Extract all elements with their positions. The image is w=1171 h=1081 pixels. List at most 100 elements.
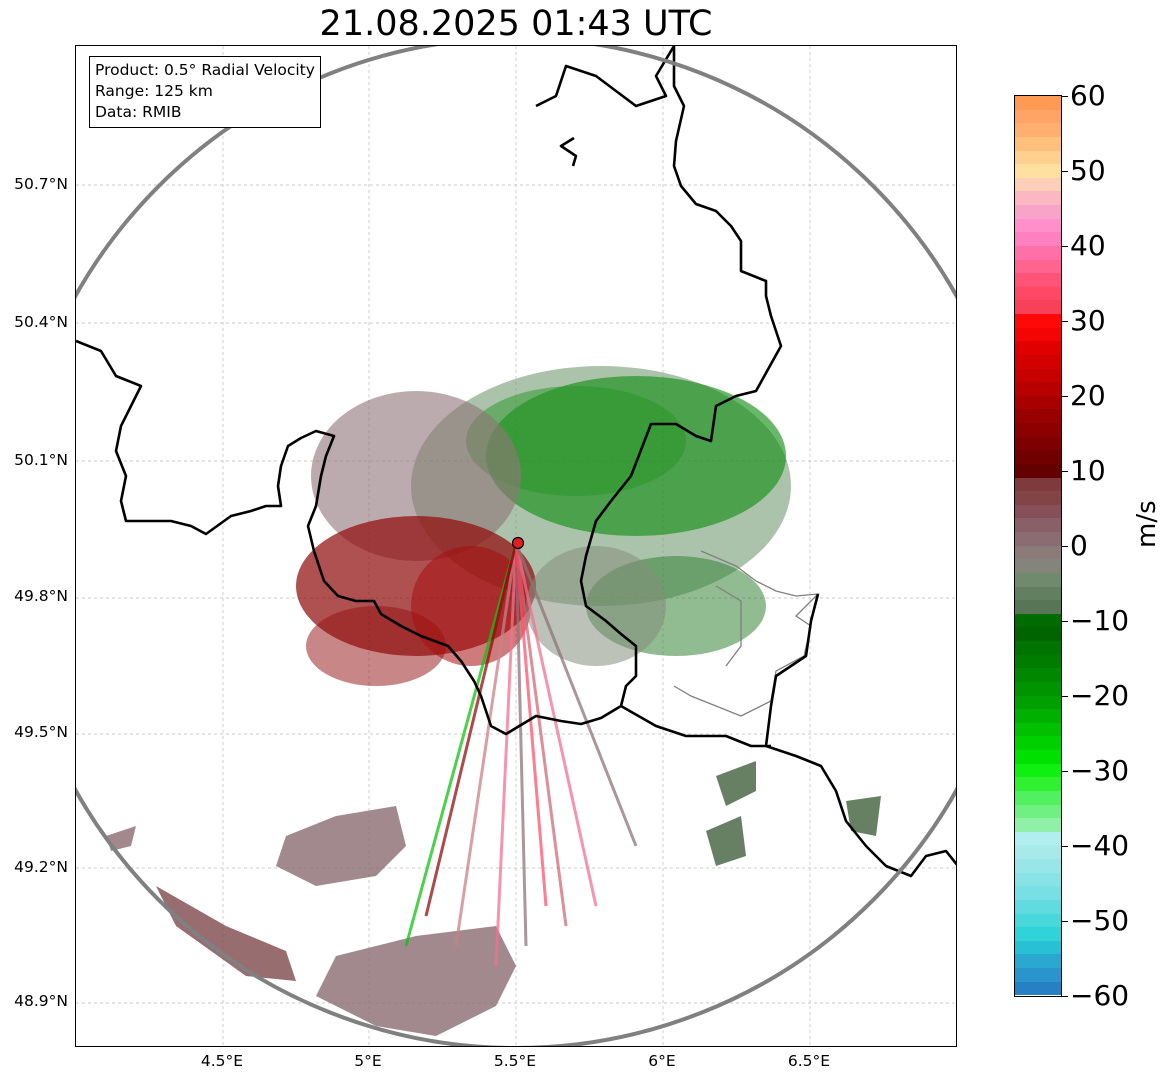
country-borders: [76, 46, 956, 878]
colorbar-tick-label: −10: [1070, 604, 1130, 637]
colorbar-band: [1015, 981, 1061, 996]
colorbar-band: [1015, 886, 1061, 900]
colorbar-band: [1015, 191, 1061, 205]
colorbar-band: [1015, 668, 1061, 682]
product-info-box: Product: 0.5° Radial Velocity Range: 125…: [89, 56, 321, 128]
lat-tick: 50.7°N: [14, 175, 68, 193]
colorbar-tick-mark: [1062, 396, 1068, 397]
colorbar-band: [1015, 354, 1061, 369]
colorbar-band: [1015, 722, 1061, 737]
lon-tick: 5°E: [354, 1052, 382, 1070]
colorbar-band: [1015, 463, 1061, 478]
lat-tick: 49.5°N: [14, 723, 68, 741]
lat-tick: 49.2°N: [14, 858, 68, 876]
colorbar-band: [1015, 259, 1061, 274]
colorbar-tick-mark: [1062, 546, 1068, 547]
colorbar-band: [1015, 913, 1061, 928]
colorbar-tick-mark: [1062, 846, 1068, 847]
colorbar-band: [1015, 818, 1061, 832]
velocity-echoes: [106, 366, 881, 1036]
colorbar-band: [1015, 641, 1061, 655]
colorbar-tick-mark: [1062, 621, 1068, 622]
colorbar-band: [1015, 654, 1061, 669]
colorbar-band: [1015, 954, 1061, 968]
colorbar-band: [1015, 545, 1061, 560]
colorbar-band: [1015, 136, 1061, 151]
lat-tick: 50.1°N: [14, 451, 68, 469]
colorbar-band: [1015, 899, 1061, 914]
colorbar-band: [1015, 273, 1061, 287]
colorbar-band: [1015, 532, 1061, 546]
colorbar-band: [1015, 109, 1061, 124]
colorbar-band: [1015, 450, 1061, 464]
colorbar-band: [1015, 205, 1061, 219]
chart-title: 21.08.2025 01:43 UTC: [319, 4, 713, 44]
lon-tick: 5.5°E: [493, 1052, 537, 1070]
colorbar-band: [1015, 314, 1061, 328]
colorbar-tick-label: 0: [1070, 529, 1088, 562]
colorbar-band: [1015, 491, 1061, 505]
colorbar-band: [1015, 504, 1061, 519]
colorbar-tick-label: −20: [1070, 679, 1130, 712]
colorbar-tick-label: 60: [1070, 79, 1106, 112]
colorbar-band: [1015, 736, 1061, 750]
colorbar-tick-mark: [1062, 471, 1068, 472]
colorbar-band: [1015, 123, 1061, 137]
colorbar-band: [1015, 177, 1061, 192]
colorbar-band: [1015, 572, 1061, 587]
colorbar-band: [1015, 477, 1061, 492]
colorbar-tick-mark: [1062, 996, 1068, 997]
colorbar-band: [1015, 627, 1061, 641]
colorbar-tick-label: 20: [1070, 379, 1106, 412]
colorbar-band: [1015, 286, 1061, 301]
velocity-colorbar: [1014, 95, 1062, 997]
radar-map[interactable]: [75, 45, 957, 1047]
product-label: Product: 0.5° Radial Velocity: [95, 61, 315, 79]
colorbar-tick-label: −60: [1070, 979, 1130, 1012]
colorbar-band: [1015, 368, 1061, 383]
lon-tick: 6°E: [648, 1052, 676, 1070]
colorbar-band: [1015, 586, 1061, 601]
colorbar-tick-mark: [1062, 171, 1068, 172]
colorbar-band: [1015, 341, 1061, 355]
colorbar-band: [1015, 150, 1061, 165]
colorbar-band: [1015, 681, 1061, 696]
colorbar-tick-label: 50: [1070, 154, 1106, 187]
range-label: Range: 125 km: [95, 82, 213, 100]
colorbar-tick-mark: [1062, 321, 1068, 322]
colorbar-tick-mark: [1062, 246, 1068, 247]
colorbar-band: [1015, 845, 1061, 859]
lon-tick: 6.5°E: [787, 1052, 831, 1070]
colorbar-band: [1015, 423, 1061, 437]
colorbar-tick-label: 40: [1070, 229, 1106, 262]
colorbar-band: [1015, 245, 1061, 260]
colorbar-band: [1015, 831, 1061, 846]
colorbar-unit-label: m/s: [1132, 500, 1162, 548]
lat-tick: 49.8°N: [14, 587, 68, 605]
colorbar-tick-label: −50: [1070, 904, 1130, 937]
colorbar-band: [1015, 968, 1061, 982]
colorbar-band: [1015, 695, 1061, 710]
colorbar-band: [1015, 709, 1061, 723]
colorbar-band: [1015, 763, 1061, 778]
colorbar-tick-label: −40: [1070, 829, 1130, 862]
colorbar-tick-label: −30: [1070, 754, 1130, 787]
colorbar-band: [1015, 164, 1061, 178]
colorbar-band: [1015, 395, 1061, 410]
colorbar-band: [1015, 927, 1061, 941]
colorbar-band: [1015, 232, 1061, 246]
lat-tick: 48.9°N: [14, 992, 68, 1010]
colorbar-band: [1015, 790, 1061, 805]
data-source-label: Data: RMIB: [95, 103, 182, 121]
colorbar-tick-mark: [1062, 921, 1068, 922]
radar-site-marker[interactable]: [511, 536, 525, 550]
colorbar-band: [1015, 218, 1061, 233]
colorbar-band: [1015, 613, 1061, 628]
colorbar-tick-mark: [1062, 771, 1068, 772]
colorbar-band: [1015, 436, 1061, 451]
colorbar-band: [1015, 518, 1061, 532]
colorbar-tick-label: 10: [1070, 454, 1106, 487]
colorbar-band: [1015, 96, 1061, 110]
colorbar-band: [1015, 382, 1061, 396]
colorbar-band: [1015, 559, 1061, 573]
